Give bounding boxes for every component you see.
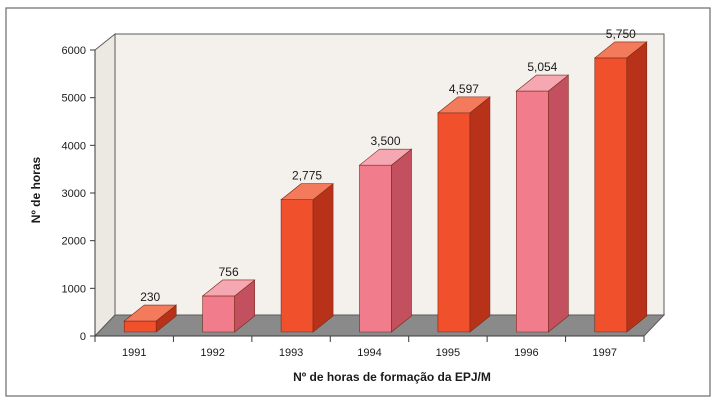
x-tick-label: 1997 — [593, 347, 617, 359]
bar-1994: 3,500 — [358, 134, 413, 333]
bar-front — [437, 112, 471, 333]
bar-front — [359, 164, 392, 333]
bar-side — [391, 148, 412, 333]
data-label: 230 — [140, 290, 160, 304]
bar-side — [312, 183, 334, 333]
bar-side — [626, 41, 648, 333]
data-label: 4,597 — [449, 82, 479, 96]
x-tick-label: 1995 — [436, 347, 460, 359]
x-tick-label: 1992 — [200, 347, 224, 359]
bar-front — [594, 57, 628, 333]
y-tick-label: 4000 — [62, 140, 86, 152]
chart-side-wall — [94, 32, 116, 338]
x-tick-label: 1993 — [279, 347, 303, 359]
y-axis-label: Nº de horas — [29, 156, 43, 223]
bar-1992: 756 — [201, 265, 256, 333]
x-tick-label: 1994 — [357, 347, 381, 359]
data-label: 5,750 — [606, 27, 636, 41]
bar-front — [516, 90, 549, 333]
data-label: 5,054 — [527, 60, 557, 74]
y-tick-label: 1000 — [62, 283, 86, 295]
y-tick-label: 2000 — [62, 236, 86, 248]
bar-front — [280, 199, 314, 333]
data-label: 2,775 — [292, 169, 322, 183]
bar-side — [469, 96, 491, 333]
bar-top — [437, 96, 491, 114]
bar-1995: 4,597 — [437, 82, 491, 333]
bar-front — [202, 295, 235, 333]
y-axis-ticks: 0 1000 2000 3000 4000 5000 6000 — [62, 45, 95, 343]
bar-1997: 5,750 — [593, 27, 648, 333]
bar-1996: 5,054 — [515, 60, 570, 333]
bar-top — [358, 148, 413, 166]
x-tick-label: 1996 — [514, 347, 538, 359]
bar-side — [548, 74, 569, 333]
bar-1991: 230 — [123, 290, 178, 333]
bar-top — [515, 74, 570, 92]
x-axis-label: Nº de horas de formação da EPJ/M — [293, 370, 491, 384]
y-tick-label: 6000 — [62, 45, 86, 57]
y-tick-label: 0 — [80, 331, 86, 343]
bar-front — [123, 320, 157, 333]
y-tick-label: 5000 — [62, 93, 86, 105]
bar-top — [593, 41, 648, 59]
bars: 230 756 2,775 3,500 4,597 5,054 5,750 — [123, 27, 648, 333]
data-label: 3,500 — [370, 134, 400, 148]
bar-top — [201, 279, 256, 297]
bar-1993: 2,775 — [280, 169, 334, 333]
bar-top — [280, 183, 334, 201]
x-axis-tick-labels: 1991 1992 1993 1994 1995 1996 1997 — [94, 336, 645, 359]
y-tick-label: 3000 — [62, 188, 86, 200]
bar-top — [123, 304, 178, 322]
data-label: 756 — [219, 265, 239, 279]
x-tick-label: 1991 — [122, 347, 146, 359]
